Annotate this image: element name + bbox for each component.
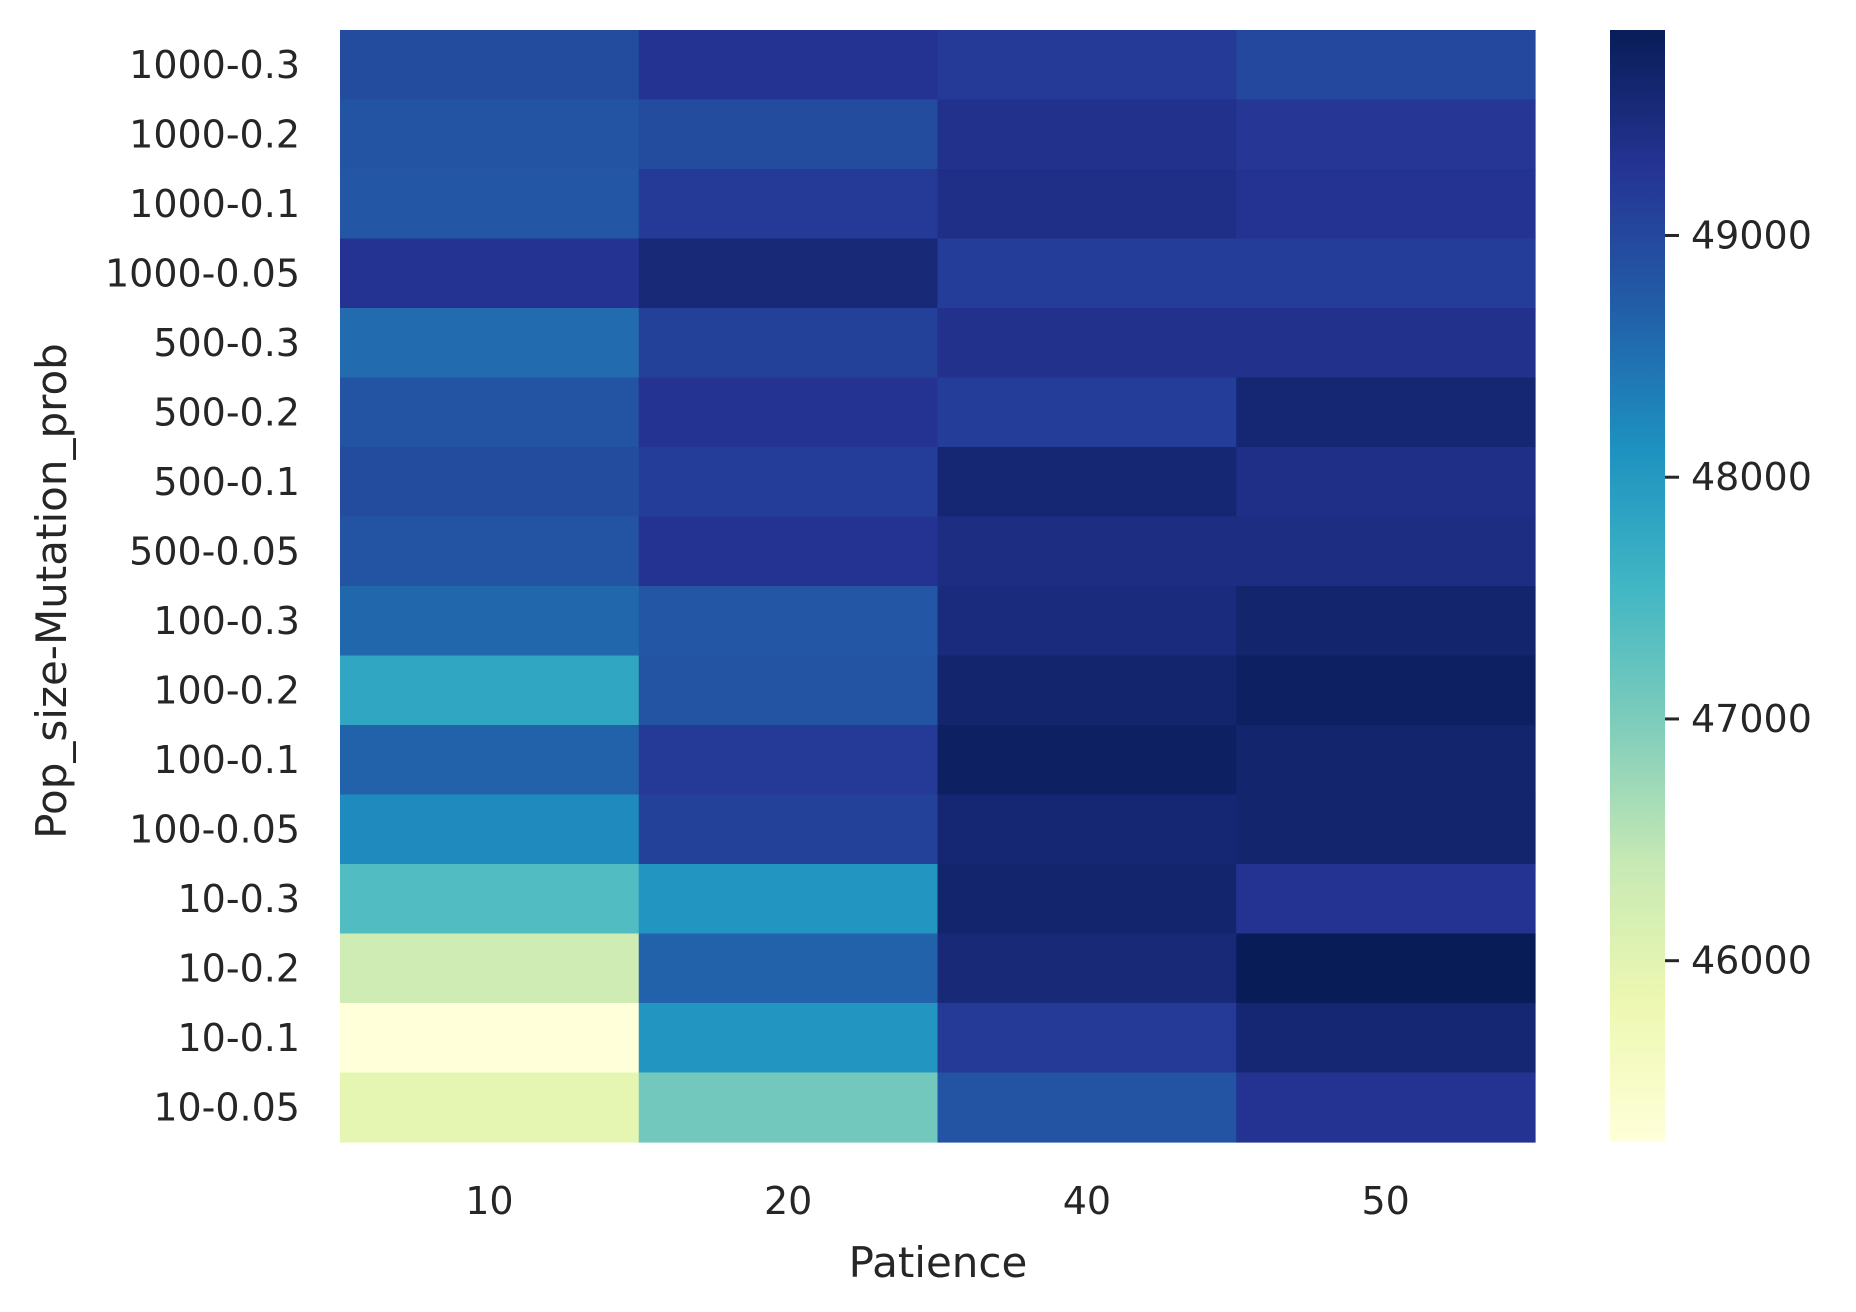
heatmap-cell xyxy=(340,30,640,101)
heatmap-cell xyxy=(1236,447,1536,518)
y-tick-label: 10-0.2 xyxy=(178,946,301,990)
heatmap-cell xyxy=(340,864,640,935)
heatmap-cell xyxy=(1236,1072,1536,1143)
heatmap-cell xyxy=(937,30,1237,101)
heatmap-cell xyxy=(937,516,1237,587)
heatmap-cell xyxy=(937,1003,1237,1074)
heatmap-cell xyxy=(937,725,1237,796)
heatmap-cell xyxy=(340,99,640,170)
y-tick-label: 1000-0.2 xyxy=(129,112,300,156)
heatmap-cell xyxy=(937,447,1237,518)
colorbar-ticks: 46000 47000 48000 49000 xyxy=(1665,213,1812,983)
y-tick-label: 10-0.1 xyxy=(178,1016,301,1060)
heatmap-cell xyxy=(638,864,939,935)
y-tick-label: 500-0.05 xyxy=(129,529,300,573)
heatmap-cell xyxy=(340,586,640,657)
x-axis-label: Patience xyxy=(849,1238,1028,1287)
heatmap-cell xyxy=(638,933,939,1004)
heatmap-cell xyxy=(340,1072,640,1143)
heatmap-cell xyxy=(1236,864,1536,935)
heatmap-cell xyxy=(340,655,640,726)
y-tick-label: 500-0.3 xyxy=(153,321,300,365)
heatmap-cell xyxy=(1236,794,1536,865)
heatmap-cell xyxy=(1236,169,1536,240)
heatmap-cell xyxy=(340,377,640,448)
heatmap-cell xyxy=(340,238,640,309)
heatmap-cell xyxy=(638,447,939,518)
heatmap-cell xyxy=(1236,30,1536,101)
heatmap-cell xyxy=(638,1072,939,1143)
heatmap-cell xyxy=(638,238,939,309)
heatmap-cell xyxy=(937,238,1237,309)
y-axis-label: Pop_size-Mutation_prob xyxy=(27,343,76,839)
y-tick-label: 500-0.2 xyxy=(153,390,300,434)
heatmap-cell xyxy=(340,516,640,587)
heatmap-cell xyxy=(1236,933,1536,1004)
x-tick-label: 10 xyxy=(465,1179,513,1223)
heatmap-cell xyxy=(638,586,939,657)
heatmap-cell xyxy=(937,655,1237,726)
heatmap-cell xyxy=(937,933,1237,1004)
y-tick-label: 100-0.1 xyxy=(153,738,300,782)
heatmap-cell xyxy=(1236,238,1536,309)
heatmap-cell xyxy=(937,864,1237,935)
heatmap-cell xyxy=(937,308,1237,379)
heatmap-cell xyxy=(340,725,640,796)
y-tick-label: 1000-0.3 xyxy=(129,43,300,87)
colorbar-tick-label: 49000 xyxy=(1691,213,1812,257)
heatmap-cell xyxy=(1236,377,1536,448)
heatmap-cell xyxy=(340,794,640,865)
heatmap-cell xyxy=(340,933,640,1004)
heatmap-cell xyxy=(638,725,939,796)
heatmap-cell xyxy=(1236,99,1536,170)
x-tick-label: 40 xyxy=(1063,1179,1111,1223)
x-tick-label: 20 xyxy=(764,1179,812,1223)
heatmap-cell xyxy=(1236,308,1536,379)
heatmap-cells xyxy=(340,30,1536,1143)
y-tick-label: 10-0.05 xyxy=(153,1085,300,1129)
heatmap-cell xyxy=(1236,1003,1536,1074)
y-tick-label: 500-0.1 xyxy=(153,460,300,504)
heatmap-cell xyxy=(340,447,640,518)
heatmap-cell xyxy=(638,794,939,865)
heatmap-cell xyxy=(937,169,1237,240)
y-tick-label: 1000-0.05 xyxy=(105,251,300,295)
heatmap-cell xyxy=(937,1072,1237,1143)
heatmap-cell xyxy=(638,30,939,101)
y-tick-label: 1000-0.1 xyxy=(129,182,300,226)
heatmap-cell xyxy=(638,169,939,240)
y-tick-label: 10-0.3 xyxy=(178,877,301,921)
heatmap-cell xyxy=(638,377,939,448)
y-tick-labels: 1000-0.3 1000-0.2 1000-0.1 1000-0.05 500-0.3… xyxy=(105,43,300,1130)
heatmap-cell xyxy=(937,377,1237,448)
heatmap-cell xyxy=(340,169,640,240)
heatmap-cell xyxy=(340,308,640,379)
colorbar xyxy=(1610,30,1665,1142)
heatmap-cell xyxy=(638,516,939,587)
heatmap-cell xyxy=(1236,655,1536,726)
heatmap-cell xyxy=(1236,586,1536,657)
x-tick-labels: 10 20 40 50 xyxy=(465,1179,1410,1223)
colorbar-tick-label: 46000 xyxy=(1691,939,1812,983)
heatmap-cell xyxy=(340,1003,640,1074)
colorbar-tick-label: 48000 xyxy=(1691,455,1812,499)
heatmap-cell xyxy=(937,794,1237,865)
heatmap-cell xyxy=(638,655,939,726)
colorbar-tick-label: 47000 xyxy=(1691,697,1812,741)
heatmap-cell xyxy=(638,308,939,379)
heatmap-cell xyxy=(638,1003,939,1074)
heatmap-cell xyxy=(937,99,1237,170)
y-tick-label: 100-0.2 xyxy=(153,668,300,712)
heatmap-cell xyxy=(638,99,939,170)
y-tick-label: 100-0.05 xyxy=(129,807,300,851)
heatmap-cell xyxy=(1236,516,1536,587)
y-tick-label: 100-0.3 xyxy=(153,599,300,643)
x-tick-label: 50 xyxy=(1361,1179,1409,1223)
heatmap-cell xyxy=(1236,725,1536,796)
heatmap-cell xyxy=(937,586,1237,657)
